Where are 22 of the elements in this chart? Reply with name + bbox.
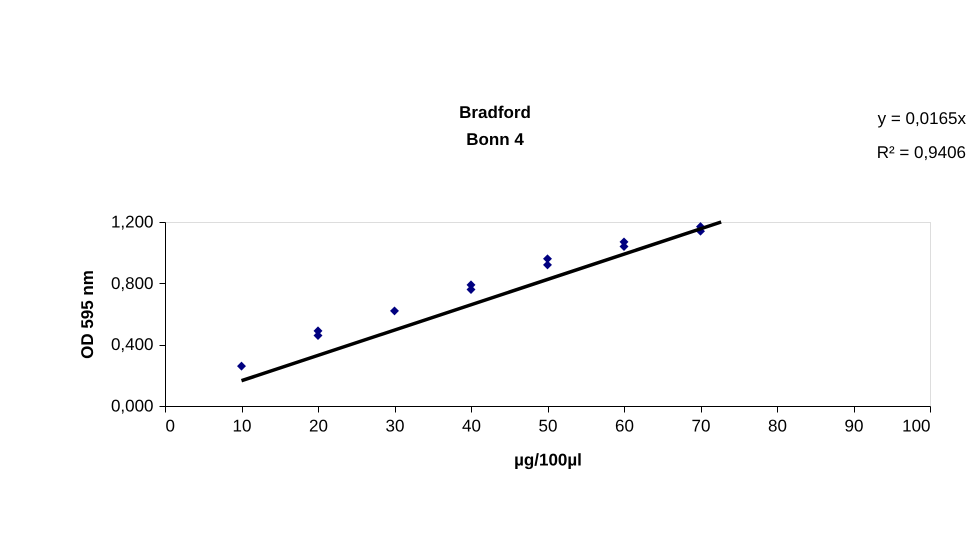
x-tick-label: 100 — [902, 416, 930, 436]
x-tick-label: 20 — [309, 416, 328, 436]
x-tick-label: 10 — [232, 416, 252, 436]
x-tick-label: 0 — [166, 416, 175, 436]
y-tick-label: 0,400 — [110, 335, 154, 354]
point — [390, 306, 399, 316]
y-tick-label: 0,800 — [110, 274, 154, 293]
y-tick-label: 1,200 — [110, 212, 154, 232]
point — [237, 362, 246, 371]
x-tick-label: 70 — [692, 416, 710, 436]
x-tick-label: 40 — [462, 416, 481, 436]
x-tick-label: 60 — [615, 416, 634, 436]
y-tick-label: 0,000 — [110, 396, 154, 416]
x-axis-title: µg/100µl — [514, 450, 582, 470]
text: y = 0,0165x — [878, 109, 966, 128]
x-tick-label: 50 — [538, 416, 558, 436]
y-axis-title: OD 595 nm — [78, 270, 97, 359]
text: R² = 0,9406 — [876, 143, 966, 162]
x-tick-label: 30 — [386, 416, 404, 436]
x-tick-label: 80 — [768, 416, 787, 436]
chart-title: Bradford Bonn 4 — [459, 103, 531, 149]
x-tick-label: 90 — [844, 416, 864, 436]
